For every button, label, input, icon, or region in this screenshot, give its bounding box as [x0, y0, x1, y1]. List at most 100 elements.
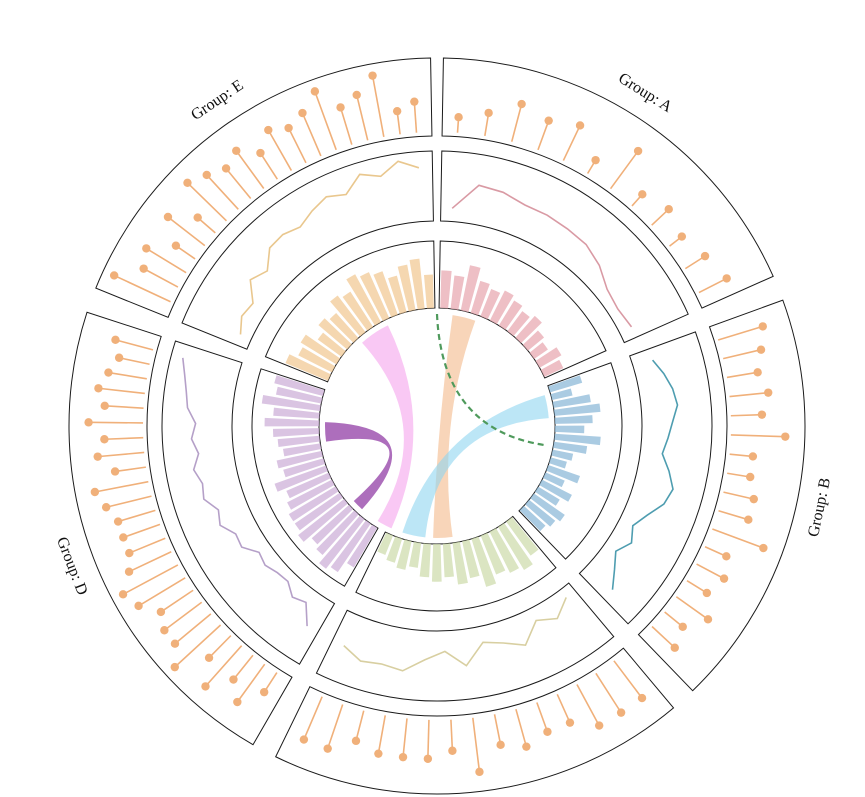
bar: [276, 450, 324, 469]
lollipop-stem: [562, 125, 581, 161]
group-label-d: Group: D: [53, 535, 91, 598]
bar: [264, 417, 320, 427]
lollipop-dot: [232, 146, 241, 155]
bar: [462, 539, 480, 579]
lollipop-stem: [413, 101, 418, 133]
bar: [552, 441, 588, 454]
lollipop-dot: [591, 155, 600, 165]
link-A-C: [433, 315, 476, 538]
lollipop-dot: [484, 108, 493, 118]
lollipop-stem: [267, 129, 293, 171]
lollipop-dot: [113, 517, 123, 526]
bar: [442, 543, 454, 578]
bar: [342, 291, 374, 331]
bar: [551, 449, 574, 461]
bar: [272, 428, 320, 437]
bar: [460, 265, 481, 313]
sector-groupc: [275, 515, 675, 795]
bar: [440, 270, 452, 309]
lollipop-stem: [160, 589, 194, 613]
series-line: [343, 597, 567, 672]
bar: [419, 543, 431, 578]
lollipop-dot: [264, 125, 273, 135]
lollipop-dot: [118, 590, 128, 599]
lollipop-stem: [493, 714, 502, 745]
sector-groupb: [518, 299, 806, 692]
lollipop-stem: [287, 127, 307, 164]
lollipop-stem: [613, 660, 643, 699]
lollipop-dot: [94, 384, 103, 393]
bar: [539, 479, 572, 502]
bar: [330, 520, 371, 573]
bar: [550, 388, 573, 401]
lollipop-stem: [717, 325, 764, 341]
lollipop-dot: [134, 601, 143, 611]
bar: [274, 375, 325, 396]
lollipop-dot: [336, 103, 345, 112]
bar: [311, 504, 354, 545]
lollipop-stem: [225, 167, 252, 200]
lollipop-dot: [100, 435, 109, 444]
lollipop-stem: [450, 719, 454, 751]
lollipop-stem: [123, 523, 161, 539]
lollipop-dot: [670, 643, 679, 652]
lollipop-dot: [170, 639, 180, 648]
bar: [507, 311, 530, 337]
lollipop-dot: [171, 241, 181, 250]
bar: [373, 271, 398, 318]
lollipop-stem: [115, 339, 154, 351]
bar: [300, 334, 341, 365]
lollipop-dot: [256, 148, 265, 158]
bar: [317, 332, 346, 357]
lollipop-dot: [781, 432, 790, 441]
lollipop-dot: [202, 170, 211, 180]
bar-track-outline: [438, 240, 607, 379]
lollipop-dot: [749, 494, 758, 504]
lollipop-dot: [594, 721, 604, 730]
bar: [396, 539, 412, 570]
lollipop-dot: [700, 251, 710, 261]
lollipop-dot: [109, 271, 119, 280]
lollipop-dot: [722, 552, 731, 561]
lollipop-stem: [730, 413, 762, 417]
lollipop-stem: [427, 719, 430, 759]
lollipop-dot: [448, 746, 457, 755]
lollipop-stem: [235, 150, 265, 189]
bar: [329, 312, 359, 343]
lollipop-dot: [351, 736, 361, 746]
lollipop-dot: [368, 71, 377, 80]
lollipop-dot: [323, 744, 332, 753]
lollipop-stem: [118, 356, 150, 366]
lollipop-stem: [143, 267, 179, 288]
bar: [287, 479, 335, 510]
lollipop-stem: [145, 247, 187, 274]
bar: [347, 524, 378, 568]
lollipop-stem: [204, 645, 243, 687]
lollipop-stem: [128, 551, 172, 573]
lollipop-stem: [536, 702, 549, 733]
lollipop-stem: [355, 94, 369, 141]
lollipop-dot: [398, 752, 408, 762]
lollipop-dot: [719, 574, 729, 583]
bar: [319, 515, 365, 569]
lollipop-stem: [129, 537, 166, 554]
lollipop-stem: [174, 613, 212, 645]
bar: [298, 498, 348, 542]
lollipop-dot: [142, 244, 151, 253]
bar: [452, 541, 468, 585]
lollipop-stem: [97, 451, 145, 458]
line-track-outline: [315, 582, 615, 702]
bar: [548, 375, 583, 393]
chart-sectors: [68, 57, 806, 795]
lol-track-outline: [95, 57, 433, 319]
lollipop-dot: [575, 121, 585, 130]
lollipop-dot: [757, 410, 767, 419]
lollipop-dot: [756, 345, 766, 354]
bar: [298, 347, 336, 373]
lollipop-dot: [496, 740, 505, 750]
bar: [529, 342, 548, 359]
bar: [535, 347, 562, 368]
bar: [540, 359, 564, 377]
lollipop-stem: [675, 596, 709, 620]
lollipop-dot: [183, 178, 192, 188]
